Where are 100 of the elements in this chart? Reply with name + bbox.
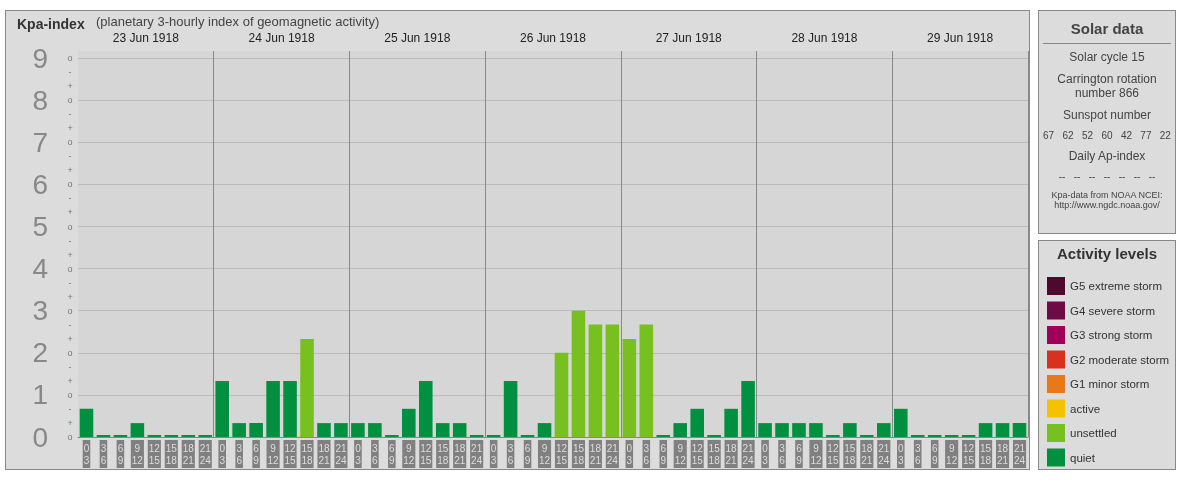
x-tick-label: 6 9 bbox=[117, 442, 124, 466]
text: 27 Jun 1918 bbox=[655, 31, 723, 45]
text: o bbox=[67, 432, 73, 442]
text: - bbox=[68, 109, 72, 120]
bar bbox=[503, 381, 518, 437]
x-tick-label: 12 15 bbox=[420, 442, 432, 466]
text: 29 Jun 1918 bbox=[927, 31, 994, 45]
x-tick-label: 18 21 bbox=[861, 442, 873, 466]
bar bbox=[690, 408, 704, 437]
x-tick-label: 6 9 bbox=[660, 442, 667, 466]
x-tick-label: 0 3 bbox=[219, 442, 226, 466]
bar bbox=[351, 423, 365, 437]
text: o bbox=[67, 305, 73, 316]
text: + bbox=[67, 291, 73, 302]
bar bbox=[418, 381, 433, 437]
bar bbox=[605, 324, 620, 437]
text: Solar cycle 15 bbox=[1068, 50, 1146, 64]
x-tick-label: 3 6 bbox=[914, 442, 921, 466]
y-tick-label: 1 bbox=[32, 379, 48, 411]
x-tick-label: 21 24 bbox=[878, 442, 890, 466]
x-tick-label: 0 3 bbox=[490, 442, 497, 466]
x-tick-label: 9 12 bbox=[810, 442, 822, 466]
x-tick-label: 6 9 bbox=[524, 442, 531, 466]
text: o bbox=[67, 263, 73, 274]
text: o bbox=[67, 221, 73, 232]
text: o bbox=[67, 389, 73, 400]
x-tick-label: 9 12 bbox=[131, 442, 144, 466]
x-tick-label: 12 15 bbox=[827, 442, 839, 466]
x-tick-label: 0 3 bbox=[355, 442, 362, 466]
x-tick-label: 6 9 bbox=[389, 442, 396, 466]
x-tick-label: 15 18 bbox=[301, 442, 314, 466]
text: - bbox=[68, 277, 72, 288]
text: Solar data bbox=[1043, 14, 1171, 44]
text: - bbox=[68, 151, 72, 162]
bar bbox=[79, 408, 94, 437]
x-tick-label: 6 9 bbox=[931, 442, 938, 466]
x-tick-label: 6 9 bbox=[253, 442, 260, 466]
text: Daily Ap-index bbox=[1067, 149, 1147, 163]
x-tick-label: 21 24 bbox=[742, 442, 755, 466]
bar bbox=[249, 423, 263, 437]
y-tick-label: 5 bbox=[32, 211, 48, 243]
legend-label: quiet bbox=[1070, 451, 1096, 464]
bar bbox=[741, 381, 755, 437]
y-tick-label: 6 bbox=[32, 168, 48, 200]
x-tick-label: 0 3 bbox=[626, 442, 633, 466]
bar bbox=[537, 423, 552, 437]
legend-title: Activity levels bbox=[1057, 245, 1158, 262]
bar bbox=[673, 423, 688, 437]
x-tick-label: 12 15 bbox=[691, 442, 704, 466]
x-tick-label: 3 6 bbox=[779, 442, 786, 466]
text: + bbox=[67, 249, 73, 260]
x-tick-label: 9 12 bbox=[946, 442, 958, 466]
text: 26 Jun 1918 bbox=[519, 31, 587, 45]
x-tick-label: 18 21 bbox=[589, 442, 602, 466]
text: 24 Jun 1918 bbox=[248, 31, 315, 45]
bar bbox=[266, 381, 280, 437]
bar bbox=[639, 324, 654, 437]
text: Carrington rotation number 866 bbox=[1056, 72, 1158, 100]
chart-title: Kpa-index bbox=[17, 16, 85, 32]
bar bbox=[402, 408, 416, 437]
text: 67 62 52 60 42 77 22 bbox=[1043, 130, 1171, 141]
y-tick-label: 8 bbox=[32, 84, 48, 116]
text: - bbox=[68, 361, 72, 372]
x-tick-label: 12 15 bbox=[963, 442, 975, 466]
text: o bbox=[67, 95, 73, 106]
x-tick-label: 9 12 bbox=[267, 442, 280, 466]
legend-label: G4 severe storm bbox=[1070, 304, 1155, 317]
x-tick-label: 21 24 bbox=[335, 442, 347, 466]
x-tick-label: 3 6 bbox=[372, 442, 379, 466]
x-tick-label: 18 21 bbox=[725, 442, 738, 466]
y-tick-label: 3 bbox=[32, 295, 48, 327]
y-tick-label: 9 bbox=[32, 42, 48, 74]
text: 28 Jun 1918 bbox=[791, 31, 858, 45]
legend-label: G3 strong storm bbox=[1070, 329, 1153, 341]
text: + bbox=[67, 417, 73, 428]
x-tick-label: 21 24 bbox=[1013, 442, 1026, 466]
text: + bbox=[67, 207, 73, 218]
text: - bbox=[68, 403, 72, 414]
x-tick-label: 18 21 bbox=[996, 442, 1009, 466]
bar bbox=[588, 324, 603, 437]
text: + bbox=[67, 165, 73, 176]
bar bbox=[215, 381, 229, 437]
bar bbox=[130, 423, 145, 437]
bar bbox=[877, 423, 891, 437]
bar bbox=[843, 423, 857, 437]
x-tick-label: 0 3 bbox=[897, 442, 904, 466]
x-tick-label: 15 18 bbox=[165, 442, 178, 466]
y-tick-label: 7 bbox=[32, 126, 48, 158]
x-tick-label: 12 15 bbox=[555, 442, 568, 466]
text: Kpa-data from NOAA NCEI: http://www.ngdc.noaa.gov/ bbox=[1050, 190, 1164, 210]
y-tick-label: 2 bbox=[32, 337, 48, 369]
bar bbox=[724, 408, 738, 437]
x-tick-label: 9 12 bbox=[403, 442, 415, 466]
bar bbox=[1012, 423, 1027, 437]
text: - bbox=[68, 67, 72, 78]
x-tick-label: 18 21 bbox=[454, 442, 466, 466]
x-tick-label: 3 6 bbox=[100, 442, 107, 466]
x-tick-label: 12 15 bbox=[284, 442, 297, 466]
bar bbox=[622, 338, 637, 437]
text: -- -- -- -- -- -- -- bbox=[1057, 171, 1157, 182]
